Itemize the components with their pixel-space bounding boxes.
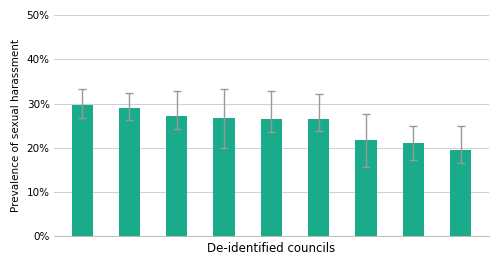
Bar <box>166 116 188 236</box>
Bar <box>119 107 140 236</box>
Bar <box>402 143 424 236</box>
Bar <box>72 105 93 236</box>
Bar <box>308 119 330 236</box>
Bar <box>450 150 471 236</box>
X-axis label: De-identified councils: De-identified councils <box>207 242 336 255</box>
Bar <box>214 118 234 236</box>
Bar <box>260 119 282 236</box>
Y-axis label: Prevalence of sexual harassment: Prevalence of sexual harassment <box>11 39 21 212</box>
Bar <box>356 140 376 236</box>
